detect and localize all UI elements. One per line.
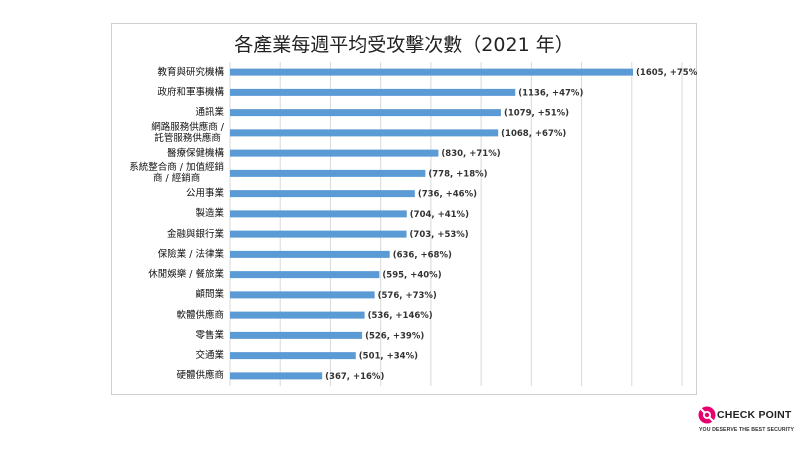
data-label: (595, +40%) [382,271,441,281]
category-label-line: 網路服務供應商 / [151,121,224,133]
data-label: (1605, +75%) [636,68,698,78]
data-label: (703, +53%) [410,230,469,240]
category-label: 交通業 [195,350,224,361]
data-label: (636, +68%) [393,250,452,260]
bar [230,129,499,137]
category-label-line: 保險業 / 法律業 [157,248,224,260]
data-label: (1079, +51%) [504,109,569,119]
data-label: (576, +73%) [378,291,437,301]
category-label-line: 交通業 [195,350,224,362]
category-label: 休閒娛樂 / 餐旅業 [148,269,224,280]
category-label-line: 商 / 經銷商 [153,173,201,185]
category-label: 製造業 [195,208,224,219]
category-label: 硬體供應商 [176,370,224,381]
bar [230,250,390,258]
bar [230,230,407,238]
category-label-line: 製造業 [195,208,224,220]
checkpoint-logo-icon [698,406,716,424]
bar [230,149,439,157]
bar [230,109,501,117]
data-label: (830, +71%) [441,149,500,159]
data-label: (536, +146%) [368,311,433,321]
category-label-line: 教育與研究機構 [157,66,224,78]
category-label-line: 休閒娛樂 / 餐旅業 [148,269,224,281]
category-label-line: 公用事業 [185,188,224,200]
category-label-line: 硬體供應商 [176,370,224,382]
checkpoint-logo: CHECK POINT YOU DESERVE THE BEST SECURIT… [697,403,797,443]
bar [230,311,365,319]
category-label-line: 政府和軍事機構 [157,86,224,98]
data-label: (501, +34%) [359,352,418,362]
category-label-line: 零售業 [195,329,224,341]
data-label: (367, +16%) [325,372,384,382]
category-label: 政府和軍事機構 [157,87,224,98]
bar [230,68,634,76]
category-label: 金融與銀行業 [167,229,224,240]
bar [230,372,323,380]
category-label: 醫療保健機構 [167,148,224,159]
category-label-line: 託管服務供應商 [154,132,221,144]
data-label: (526, +39%) [365,331,424,341]
chart-frame: 各產業每週平均受攻擊次數（2021 年） (1605, +75%) (1136, … [111,23,698,395]
bar [230,271,380,279]
category-label-line: 通訊業 [195,107,224,119]
data-label: (1068, +67%) [501,129,566,139]
category-label-line: 軟體供應商 [176,309,224,321]
bar-chart: (1605, +75%) (1136, +47%) (1079, +51%) (106… [229,62,698,386]
category-label-line: 金融與銀行業 [166,228,224,240]
data-label: (778, +18%) [428,169,487,179]
category-label-line: 顧問業 [195,289,224,301]
bar [230,190,415,198]
logo-brand-text: CHECK POINT [717,409,792,421]
bar [230,291,375,299]
chart-title: 各產業每週平均受攻擊次數（2021 年） [234,34,574,56]
category-label-line: 醫療保健機構 [166,147,224,159]
category-label: 零售業 [195,330,224,341]
category-label: 通訊業 [195,107,224,118]
bar [230,169,426,177]
category-label-line: 系統整合商 / 加值經銷 [129,162,224,174]
data-label: (704, +41%) [410,210,469,220]
category-label: 公用事業 [186,188,224,199]
category-label: 顧問業 [195,289,224,300]
bar [230,352,356,360]
category-label: 軟體供應商 [176,310,224,321]
bar [230,331,363,339]
category-label: 保險業 / 法律業 [158,249,224,260]
category-label: 系統整合商 / 加值經銷商 / 經銷商 [129,162,224,184]
category-label: 網路服務供應商 / 託管服務供應商 [151,122,224,144]
bar [230,210,407,218]
bar [230,88,516,96]
data-label: (1136, +47%) [518,88,583,98]
logo-tagline: YOU DESERVE THE BEST SECURITY [699,427,795,433]
data-label: (736, +46%) [418,190,477,200]
category-label: 教育與研究機構 [157,67,224,78]
